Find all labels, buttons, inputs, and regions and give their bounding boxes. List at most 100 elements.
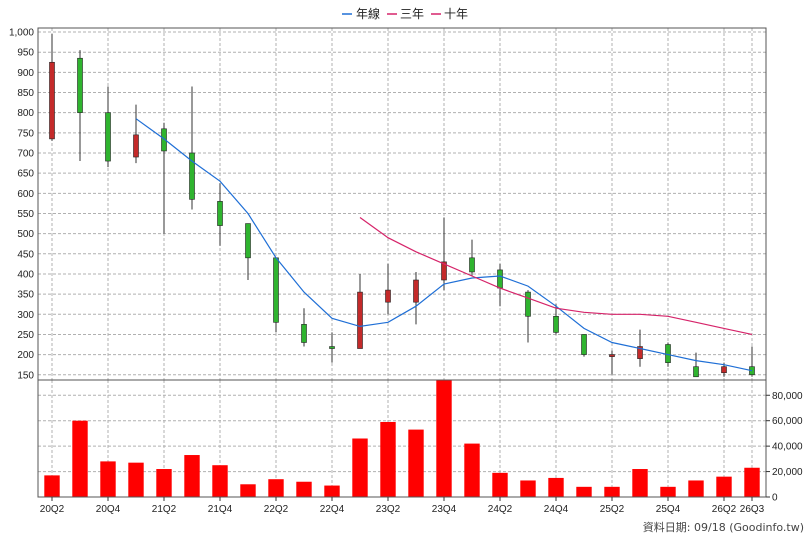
candle-body bbox=[469, 257, 475, 273]
volume-bar bbox=[240, 484, 256, 497]
x-tick-label: 26Q3 bbox=[740, 504, 765, 515]
x-tick-label: 22Q4 bbox=[320, 504, 345, 515]
x-tick-label: 23Q2 bbox=[376, 504, 401, 515]
x-tick-label: 25Q4 bbox=[656, 504, 681, 515]
candle-body bbox=[441, 261, 447, 281]
candle-body bbox=[665, 344, 671, 363]
candlesticks bbox=[49, 34, 755, 378]
volume-bar bbox=[716, 476, 732, 497]
volume-bar bbox=[492, 472, 508, 497]
volume-axis-ticks: 0 20,000 40,000 60,000 80,000 bbox=[766, 391, 803, 504]
candle-body bbox=[497, 269, 503, 289]
x-tick-label: 21Q2 bbox=[152, 504, 177, 515]
volume-bar bbox=[72, 420, 88, 497]
volume-bar bbox=[128, 462, 144, 497]
x-tick-label: 20Q2 bbox=[40, 504, 65, 515]
volume-bar bbox=[324, 485, 340, 497]
candle-body bbox=[301, 324, 307, 343]
price-tick-label: 300 bbox=[17, 310, 34, 321]
candle-body bbox=[217, 201, 223, 226]
candle-body bbox=[105, 112, 111, 162]
volume-tick-label: 40,000 bbox=[772, 442, 803, 453]
volume-bar bbox=[576, 486, 592, 497]
price-grid bbox=[38, 28, 766, 380]
plot-frames bbox=[37, 27, 767, 498]
chart-legend: 年線 三年 十年 bbox=[342, 6, 468, 21]
volume-bar bbox=[688, 480, 704, 497]
candle-body bbox=[637, 346, 643, 359]
candle-body bbox=[413, 279, 419, 303]
x-tick-label: 24Q4 bbox=[544, 504, 569, 515]
candle-body bbox=[161, 128, 167, 152]
volume-bar bbox=[464, 443, 480, 497]
price-tick-label: 700 bbox=[17, 148, 34, 159]
candle-body bbox=[357, 291, 363, 349]
candle-body bbox=[609, 354, 615, 357]
x-tick-label: 23Q4 bbox=[432, 504, 457, 515]
price-tick-label: 400 bbox=[17, 269, 34, 280]
volume-tick-label: 0 bbox=[772, 493, 778, 504]
candle-body bbox=[553, 315, 559, 333]
volume-bar bbox=[604, 486, 620, 497]
candle-body bbox=[273, 257, 279, 323]
candle-body bbox=[77, 57, 83, 113]
x-tick-label: 24Q2 bbox=[488, 504, 513, 515]
volume-bar bbox=[100, 461, 116, 497]
volume-bar bbox=[520, 480, 536, 497]
price-tick-label: 350 bbox=[17, 290, 34, 301]
candle-body bbox=[245, 223, 251, 259]
volume-bar bbox=[380, 421, 396, 497]
price-tick-label: 450 bbox=[17, 249, 34, 260]
volume-bar bbox=[744, 467, 760, 497]
price-plot-frame bbox=[37, 27, 767, 381]
legend-label-year: 年線 bbox=[356, 6, 380, 21]
candle-body bbox=[721, 366, 727, 374]
volume-bar bbox=[632, 469, 648, 497]
volume-bar bbox=[408, 429, 424, 497]
volume-bar bbox=[436, 380, 452, 497]
volume-bar bbox=[184, 455, 200, 497]
price-axis-ticks: 150 200 250 300 350 400 450 500 550 600 650 700 750 8… bbox=[9, 28, 34, 382]
price-tick-label: 650 bbox=[17, 169, 34, 180]
ma-line-year bbox=[135, 118, 753, 372]
candle-body bbox=[581, 334, 587, 355]
volume-bar bbox=[44, 475, 60, 497]
volume-bar bbox=[660, 486, 676, 497]
x-tick-label: 22Q2 bbox=[264, 504, 289, 515]
price-tick-label: 250 bbox=[17, 330, 34, 341]
x-tick-label: 26Q2 bbox=[712, 504, 737, 515]
volume-tick-label: 60,000 bbox=[772, 416, 803, 427]
candle-body bbox=[329, 346, 335, 349]
volume-bar bbox=[548, 477, 564, 497]
volume-bar bbox=[352, 438, 368, 497]
price-tick-label: 750 bbox=[17, 128, 34, 139]
volume-tick-label: 20,000 bbox=[772, 467, 803, 478]
legend-label-3year: 三年 bbox=[400, 7, 424, 21]
candle-body bbox=[133, 134, 139, 158]
candle-body bbox=[189, 152, 195, 200]
volume-bar bbox=[268, 479, 284, 497]
x-axis-ticks: 20Q2 20Q4 21Q2 21Q4 22Q2 22Q4 23Q2 23Q4 24Q2 24Q4… bbox=[40, 497, 765, 515]
price-tick-label: 900 bbox=[17, 68, 34, 79]
volume-bar bbox=[212, 465, 228, 497]
x-tick-label: 25Q2 bbox=[600, 504, 625, 515]
x-tick-label: 20Q4 bbox=[96, 504, 121, 515]
legend-label-10year: 十年 bbox=[444, 7, 468, 21]
price-tick-label: 600 bbox=[17, 189, 34, 200]
price-tick-label: 500 bbox=[17, 229, 34, 240]
price-tick-label: 800 bbox=[17, 108, 34, 119]
price-tick-label: 550 bbox=[17, 209, 34, 220]
volume-plot-frame bbox=[37, 379, 767, 498]
price-tick-label: 1,000 bbox=[9, 28, 34, 39]
candle-body bbox=[385, 289, 391, 303]
price-tick-label: 850 bbox=[17, 88, 34, 99]
candle-body bbox=[525, 291, 531, 317]
price-tick-label: 150 bbox=[17, 370, 34, 381]
moving-average-lines bbox=[135, 118, 753, 372]
volume-grid bbox=[38, 380, 766, 497]
volume-bar bbox=[296, 481, 312, 497]
volume-tick-label: 80,000 bbox=[772, 391, 803, 402]
volume-bar bbox=[156, 469, 172, 497]
price-tick-label: 950 bbox=[17, 48, 34, 59]
x-tick-label: 21Q4 bbox=[208, 504, 233, 515]
